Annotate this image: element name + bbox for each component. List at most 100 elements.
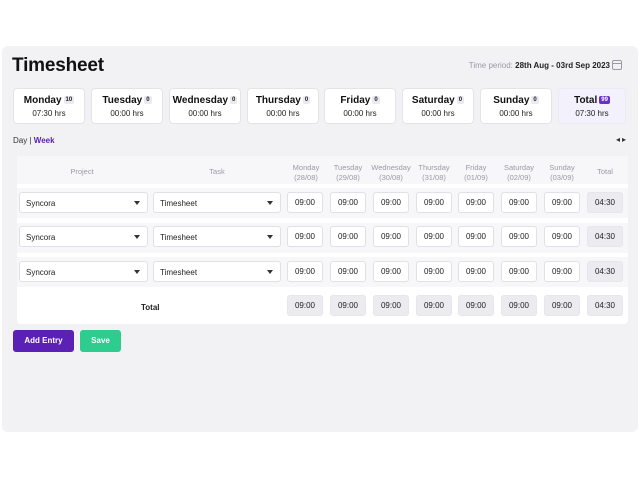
hours-input[interactable]: 09:00 [373, 261, 409, 282]
day-name: Saturday [411, 95, 455, 106]
col-header-tuesday: Tuesday (29/08) [333, 163, 363, 182]
day-card-saturday: Saturday 0 00:00 hrs [402, 88, 474, 124]
day-name: Monday [23, 95, 62, 106]
day-card-wednesday: Wednesday 0 00:00 hrs [169, 88, 241, 124]
day-count-badge: 0 [372, 96, 380, 104]
page-title: Timesheet [12, 55, 104, 76]
chevron-down-icon [134, 270, 140, 274]
day-summary-bar: Monday 10 07:30 hrs Tuesday 0 00:00 hrs We… [13, 88, 629, 124]
hours-input[interactable]: 09:00 [287, 226, 323, 247]
col-header-total: Total [597, 167, 613, 176]
day-view-link[interactable]: Day [13, 136, 28, 145]
project-select[interactable]: Syncora [19, 192, 148, 213]
next-week-icon[interactable]: ▸ [621, 135, 628, 144]
hours-input[interactable]: 09:00 [330, 261, 366, 282]
project-select[interactable]: Syncora [19, 261, 148, 282]
time-period: Time period: 28th Aug - 03rd Sep 2023 [469, 61, 610, 70]
hours-input[interactable]: 09:00 [458, 192, 494, 213]
day-name: Sunday [493, 95, 530, 106]
day-hours: 07:30 hrs [575, 109, 609, 118]
time-period-label: Time period: [468, 61, 513, 70]
day-hours: 07:30 hrs [32, 109, 66, 118]
col-header-thursday: Thursday (31/08) [418, 163, 450, 182]
hours-input[interactable]: 09:00 [458, 226, 494, 247]
day-count-badge: 0 [531, 96, 539, 104]
calendar-icon[interactable] [612, 60, 622, 70]
day-card-monday: Monday 10 07:30 hrs [13, 88, 85, 124]
col-header-friday: Friday (01/09) [464, 163, 488, 182]
col-header-project: Project [70, 167, 94, 176]
chevron-down-icon [267, 235, 273, 239]
day-count-badge: 0 [456, 96, 465, 104]
hours-input[interactable]: 09:00 [544, 226, 580, 247]
row-total: 04:30 [587, 192, 623, 213]
day-count-badge: 0 [144, 96, 152, 104]
hours-input[interactable]: 09:00 [416, 192, 452, 213]
day-name: Thursday [255, 95, 301, 106]
hours-input[interactable]: 09:00 [287, 261, 323, 282]
hours-input[interactable]: 09:00 [501, 261, 537, 282]
chevron-down-icon [134, 235, 140, 239]
chevron-down-icon [134, 201, 140, 205]
hours-input[interactable]: 09:00 [416, 261, 452, 282]
day-total: 09:00 [416, 295, 452, 316]
hours-input[interactable]: 09:00 [373, 192, 409, 213]
col-header-monday: Monday (28/08) [292, 163, 320, 182]
hours-input[interactable]: 09:00 [330, 226, 366, 247]
task-select[interactable]: Timesheet [153, 226, 281, 247]
day-hours: 00:00 hrs [188, 109, 222, 118]
row-total: 04:30 [587, 226, 623, 247]
week-navigation: ◂▸ [616, 135, 628, 144]
day-card-thursday: Thursday 0 00:00 hrs [247, 88, 319, 124]
col-header-sunday: Sunday (03/09) [549, 163, 575, 182]
save-button[interactable]: Save [80, 330, 121, 352]
day-card-friday: Friday 0 00:00 hrs [324, 88, 396, 124]
task-select[interactable]: Timesheet [153, 192, 281, 213]
day-name: Friday [340, 95, 371, 106]
col-header-task: Task [209, 167, 225, 176]
hours-input[interactable]: 09:00 [501, 226, 537, 247]
hours-input[interactable]: 09:00 [373, 226, 409, 247]
day-total: 09:00 [501, 295, 537, 316]
day-total: 09:00 [330, 295, 366, 316]
day-name: Wednesday [172, 95, 229, 106]
day-name: Tuesday [102, 95, 143, 106]
week-view-link[interactable]: Week [33, 136, 55, 145]
col-header-wednesday: Wednesday (30/08) [371, 163, 411, 182]
day-card-total: Total 99 07:30 hrs [558, 88, 626, 124]
time-period-value: 28th Aug - 03rd Sep 2023 [515, 61, 610, 70]
hours-input[interactable]: 09:00 [544, 192, 580, 213]
task-select[interactable]: Timesheet [153, 261, 281, 282]
hours-input[interactable]: 09:00 [416, 226, 452, 247]
view-separator: | [29, 136, 32, 145]
chevron-down-icon [267, 270, 273, 274]
day-hours: 00:00 hrs [110, 109, 144, 118]
chevron-down-icon [267, 201, 273, 205]
add-entry-button[interactable]: Add Entry [13, 330, 74, 352]
day-name: Total [574, 95, 598, 106]
hours-input[interactable]: 09:00 [501, 192, 537, 213]
hours-input[interactable]: 09:00 [287, 192, 323, 213]
table-header-row [17, 156, 628, 184]
day-count-badge: 0 [230, 96, 238, 104]
project-select[interactable]: Syncora [19, 226, 148, 247]
day-hours: 00:00 hrs [499, 109, 533, 118]
grand-total: 04:30 [587, 295, 623, 316]
hours-input[interactable]: 09:00 [458, 261, 494, 282]
day-hours: 00:00 hrs [266, 109, 300, 118]
prev-week-icon[interactable]: ◂ [615, 135, 622, 144]
hours-input[interactable]: 09:00 [544, 261, 580, 282]
row-total: 04:30 [587, 261, 623, 282]
hours-input[interactable]: 09:00 [330, 192, 366, 213]
day-card-tuesday: Tuesday 0 00:00 hrs [91, 88, 163, 124]
day-total: 09:00 [544, 295, 580, 316]
day-hours: 00:00 hrs [421, 109, 455, 118]
day-count-badge: 10 [63, 96, 75, 104]
day-card-sunday: Sunday 0 00:00 hrs [480, 88, 552, 124]
total-row-label: Total [141, 303, 160, 312]
day-total: 09:00 [458, 295, 494, 316]
view-toggle: Day | Week [13, 136, 55, 145]
day-total: 09:00 [373, 295, 409, 316]
day-total: 09:00 [287, 295, 323, 316]
day-hours: 00:00 hrs [343, 109, 377, 118]
